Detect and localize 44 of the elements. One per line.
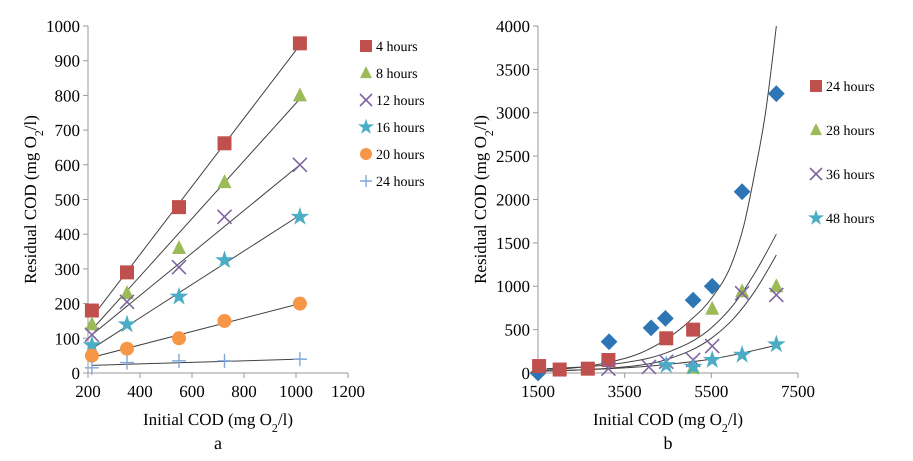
x-tick-label: 5500	[694, 382, 728, 401]
legend-label: 20 hours	[376, 148, 425, 163]
legend-label: 24 hours	[826, 80, 875, 95]
y-tick-label: 1500	[496, 234, 530, 253]
x-tick-label: 200	[75, 382, 101, 401]
y-tick-label: 400	[54, 225, 80, 244]
x-tick-label: 1200	[331, 382, 365, 401]
y-tick-label: 1000	[46, 16, 80, 36]
y-tick-label: 500	[504, 320, 530, 340]
y-tick-label: 600	[54, 156, 80, 175]
y-tick-label: 200	[54, 294, 80, 314]
text: a	[214, 433, 222, 453]
y-tick-label: 900	[54, 52, 80, 71]
y-tick-label: 4000	[496, 16, 530, 36]
x-axis-title: Initial COD (mg O$_{2}$/l)	[143, 410, 293, 435]
legend-label: 48 hours	[826, 212, 875, 227]
x-axis-title: Initial COD (mg O$_{2}$/l)	[593, 410, 743, 435]
y-tick-label: 3500	[496, 60, 530, 80]
x-tick-label: 3500	[608, 382, 642, 401]
y-tick-label: 1000	[496, 277, 530, 296]
y-tick-label: 2500	[496, 147, 530, 166]
legend-label: 12 hours	[376, 94, 425, 109]
y-tick-label: 300	[54, 260, 80, 279]
y-tick-label: 0	[72, 364, 80, 383]
legend-label: 28 hours	[826, 124, 875, 139]
y-tick-label: 2000	[496, 190, 530, 210]
legend-label: 8 hours	[376, 66, 418, 82]
x-tick-label: 400	[127, 382, 153, 401]
x-tick-label: 1500	[521, 382, 555, 401]
legend-label: 36 hours	[826, 168, 875, 183]
x-tick-label: 600	[179, 382, 205, 401]
x-tick-label: 1000	[279, 382, 313, 401]
y-tick-label: 500	[54, 190, 80, 210]
y-tick-label: 100	[54, 329, 80, 348]
x-tick-label: 7500	[781, 382, 815, 401]
y-tick-label: 700	[54, 121, 80, 140]
y-tick-label: 800	[54, 86, 80, 106]
y-tick-label: 3000	[496, 104, 530, 123]
text: b	[664, 433, 672, 453]
legend-label: 16 hours	[376, 120, 425, 136]
legend-label: 4 hours	[376, 40, 418, 55]
x-tick-label: 800	[231, 382, 257, 401]
y-tick-label: 0	[522, 364, 530, 383]
legend-label: 24 hours	[376, 174, 425, 190]
